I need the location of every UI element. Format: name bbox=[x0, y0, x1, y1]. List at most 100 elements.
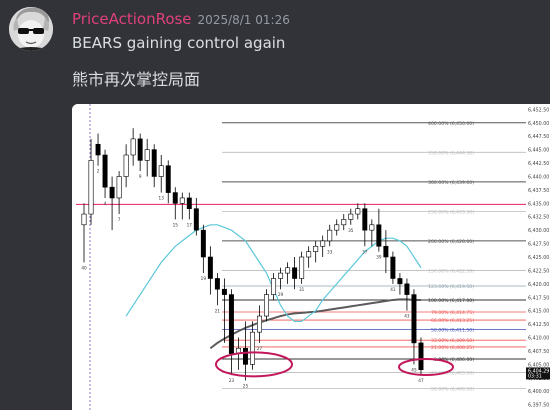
current-price-badge bbox=[526, 367, 550, 380]
candle bbox=[250, 331, 255, 365]
bar-number: 13 bbox=[159, 196, 165, 201]
fib-level-label: 79.00% (6,414.75) bbox=[431, 310, 474, 316]
candle bbox=[397, 278, 403, 285]
fib-level-label: 400.00% (6,450.00) bbox=[428, 121, 474, 127]
candle bbox=[151, 149, 157, 177]
price-axis-label: 6,425.00 bbox=[528, 255, 549, 261]
candle bbox=[242, 347, 248, 365]
candle bbox=[179, 197, 185, 204]
price-axis-label: 6,397.50 bbox=[528, 403, 549, 409]
candle bbox=[264, 294, 270, 317]
message-text: BEARS gaining control again bbox=[72, 34, 286, 52]
candle bbox=[383, 245, 389, 258]
candle bbox=[306, 251, 312, 258]
price-axis-label: 6,447.50 bbox=[528, 134, 549, 140]
bar-number: 2 bbox=[97, 169, 100, 174]
timestamp: 2025/8/1 01:26 bbox=[197, 13, 290, 27]
candle bbox=[313, 245, 319, 252]
candle bbox=[228, 294, 234, 354]
candle bbox=[418, 342, 424, 371]
candle bbox=[362, 208, 368, 231]
fib-level-label: 66.00% (6,413.25) bbox=[431, 318, 474, 324]
price-axis-label: 6,412.50 bbox=[528, 322, 549, 328]
fib-level-label: 150.00% (6,422.50) bbox=[428, 268, 474, 274]
candle bbox=[299, 256, 305, 279]
price-axis bbox=[526, 104, 550, 410]
candle bbox=[221, 288, 227, 295]
bar-number: 40 bbox=[81, 265, 87, 270]
price-axis-label: 6,415.00 bbox=[528, 309, 549, 315]
author-name[interactable]: PriceActionRose bbox=[72, 10, 192, 28]
bar-number: 23 bbox=[229, 378, 235, 383]
candle bbox=[411, 294, 417, 344]
price-axis-label: 6,405.00 bbox=[528, 362, 549, 368]
bar-number: 41 bbox=[390, 287, 396, 292]
bar-number: 35 bbox=[348, 228, 354, 233]
candle bbox=[404, 283, 410, 295]
price-axis-label: 6,442.50 bbox=[528, 161, 549, 167]
candle bbox=[200, 229, 206, 258]
price-axis-label: 6,445.00 bbox=[528, 148, 549, 154]
price-axis-label: 6,427.50 bbox=[528, 242, 549, 248]
bar-number: 15 bbox=[173, 222, 179, 227]
bar-number: 39 bbox=[376, 255, 382, 260]
fib-level-label: 123.60% (6,419.50) bbox=[428, 284, 474, 290]
bar-number: 37 bbox=[362, 249, 368, 254]
candle bbox=[116, 176, 122, 199]
candle bbox=[144, 149, 150, 161]
bar-number: 21 bbox=[215, 308, 221, 313]
candle bbox=[130, 138, 136, 156]
candle bbox=[320, 240, 326, 247]
candle bbox=[165, 165, 171, 193]
candle bbox=[88, 160, 94, 215]
avatar-image bbox=[9, 7, 53, 51]
bar-number: 4 bbox=[104, 201, 107, 206]
annotation-circle bbox=[398, 358, 454, 377]
bar-number: 31 bbox=[299, 287, 305, 292]
fib-level-label: 350.00% (6,444.50) bbox=[428, 150, 474, 156]
candle bbox=[327, 229, 333, 242]
candlestick-chart: 400.00% (6,450.00) 350.00% (6,444.50) 300.… bbox=[72, 104, 550, 410]
bar-number: 9 bbox=[139, 174, 142, 179]
candle bbox=[123, 154, 129, 177]
fib-level-label: 300.00% (6,439.00) bbox=[428, 180, 474, 186]
fib-level-label: 21.00% (6,408.25) bbox=[431, 345, 474, 351]
fib-level-label: 200.00% (6,428.00) bbox=[428, 239, 474, 245]
fib-level-label: 100.00% (6,417.00) bbox=[428, 298, 474, 304]
message-text-chinese: 熊市再次掌控局面 bbox=[72, 70, 201, 89]
candle bbox=[95, 143, 101, 156]
current-price-label: 6,404.29 bbox=[528, 368, 549, 374]
price-axis-label: 6,410.00 bbox=[528, 336, 549, 342]
candle bbox=[137, 138, 143, 161]
fib-level-label: 33.00% (6,409.50) bbox=[431, 338, 474, 344]
candle bbox=[172, 192, 178, 204]
bar-number: 27 bbox=[257, 346, 263, 351]
candle bbox=[186, 197, 192, 209]
price-axis-label: 6,452.50 bbox=[528, 107, 549, 113]
price-axis-label: 6,437.50 bbox=[528, 188, 549, 194]
candle bbox=[207, 256, 213, 279]
price-axis-label: 6,420.00 bbox=[528, 282, 549, 288]
price-axis-label: 6,450.00 bbox=[528, 121, 549, 127]
price-axis-label: 6,435.00 bbox=[528, 201, 549, 207]
avatar[interactable] bbox=[9, 7, 53, 51]
fib-level-label: -23.60% (6,403.50) bbox=[429, 370, 474, 376]
candle bbox=[348, 213, 354, 220]
candle bbox=[390, 256, 396, 279]
fib-level-label: 50.00% (6,411.50) bbox=[431, 327, 474, 333]
bar-number: 17 bbox=[187, 222, 193, 227]
candle bbox=[271, 278, 277, 295]
candle bbox=[109, 186, 115, 199]
price-axis-label: 6,417.50 bbox=[528, 295, 549, 301]
bar-number: 33 bbox=[327, 249, 333, 254]
candle bbox=[278, 272, 284, 279]
price-axis-label: 6,440.00 bbox=[528, 174, 549, 180]
chart-image-attachment[interactable]: 400.00% (6,450.00) 350.00% (6,444.50) 300.… bbox=[72, 104, 550, 410]
candle bbox=[257, 315, 262, 333]
candle bbox=[292, 267, 298, 279]
candle bbox=[102, 154, 108, 188]
candle bbox=[355, 208, 361, 215]
candle bbox=[376, 224, 382, 247]
fib-level-label: 250.00% (6,433.50) bbox=[428, 209, 474, 215]
candle bbox=[214, 278, 220, 290]
